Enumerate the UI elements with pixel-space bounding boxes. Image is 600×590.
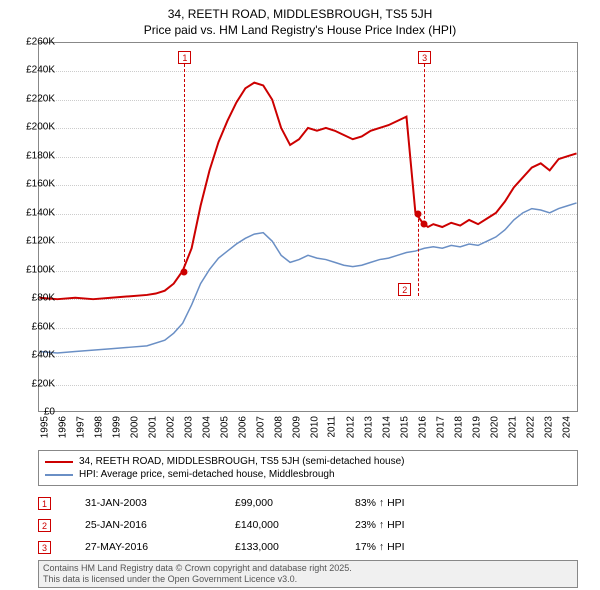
y-tick-label: £60K (32, 321, 55, 332)
title-line2: Price paid vs. HM Land Registry's House … (0, 22, 600, 38)
y-tick-label: £120K (26, 236, 55, 247)
legend-label: 34, REETH ROAD, MIDDLESBROUGH, TS5 5JH (… (79, 456, 404, 467)
sales-table: 1 31-JAN-2003£99,00083% ↑ HPI 2 25-JAN-2016… (38, 492, 578, 558)
y-tick-label: £260K (26, 37, 55, 48)
x-tick-label: 1998 (93, 416, 104, 438)
x-tick-label: 2023 (543, 416, 554, 438)
sale-date: 27-MAY-2016 (85, 541, 235, 553)
y-tick-label: £160K (26, 179, 55, 190)
y-tick-label: £200K (26, 122, 55, 133)
x-tick-label: 1997 (75, 416, 86, 438)
y-tick-label: £180K (26, 150, 55, 161)
x-tick-label: 2011 (327, 416, 338, 438)
x-tick-label: 2016 (417, 416, 428, 438)
y-tick-label: £240K (26, 65, 55, 76)
x-tick-label: 2009 (291, 416, 302, 438)
y-tick-label: £80K (32, 293, 55, 304)
series-hpi (39, 203, 576, 353)
x-tick-label: 2022 (525, 416, 536, 438)
x-tick-label: 2024 (561, 416, 572, 438)
x-tick-label: 2015 (399, 416, 410, 438)
x-tick-label: 2003 (183, 416, 194, 438)
x-tick-label: 2018 (453, 416, 464, 438)
footer-line2: This data is licensed under the Open Gov… (43, 574, 573, 585)
x-tick-label: 2014 (381, 416, 392, 438)
x-tick-label: 2007 (255, 416, 266, 438)
chart-svg (39, 43, 577, 411)
y-tick-label: £140K (26, 207, 55, 218)
y-tick-label: £220K (26, 93, 55, 104)
sale-pct: 23% ↑ HPI (355, 519, 475, 531)
x-tick-label: 2008 (273, 416, 284, 438)
legend-label: HPI: Average price, semi-detached house,… (79, 469, 335, 480)
license-footer: Contains HM Land Registry data © Crown c… (38, 560, 578, 588)
sale-date: 25-JAN-2016 (85, 519, 235, 531)
series-property (39, 83, 576, 300)
sale-price: £133,000 (235, 541, 355, 553)
callout-badge: 3 (418, 51, 431, 64)
sale-date: 31-JAN-2003 (85, 497, 235, 509)
sale-badge: 1 (38, 497, 51, 510)
sale-badge: 3 (38, 541, 51, 554)
x-tick-label: 1999 (111, 416, 122, 438)
sale-price: £140,000 (235, 519, 355, 531)
x-tick-label: 2006 (237, 416, 248, 438)
sale-row: 1 31-JAN-2003£99,00083% ↑ HPI (38, 492, 578, 514)
footer-line1: Contains HM Land Registry data © Crown c… (43, 563, 573, 574)
y-tick-label: £20K (32, 378, 55, 389)
x-tick-label: 2001 (147, 416, 158, 438)
sale-row: 2 25-JAN-2016£140,00023% ↑ HPI (38, 514, 578, 536)
title-line1: 34, REETH ROAD, MIDDLESBROUGH, TS5 5JH (0, 6, 600, 22)
legend: 34, REETH ROAD, MIDDLESBROUGH, TS5 5JH (… (38, 450, 578, 486)
y-tick-label: £40K (32, 350, 55, 361)
x-tick-label: 2004 (201, 416, 212, 438)
callout-line (418, 214, 419, 297)
x-tick-label: 2021 (507, 416, 518, 438)
x-tick-label: 1995 (39, 416, 50, 438)
sale-pct: 83% ↑ HPI (355, 497, 475, 509)
x-tick-label: 2019 (471, 416, 482, 438)
sale-badge: 2 (38, 519, 51, 532)
callout-line (184, 64, 185, 272)
sale-pct: 17% ↑ HPI (355, 541, 475, 553)
legend-swatch (45, 474, 73, 476)
legend-swatch (45, 461, 73, 463)
y-tick-label: £100K (26, 264, 55, 275)
x-tick-label: 2020 (489, 416, 500, 438)
x-tick-label: 2005 (219, 416, 230, 438)
callout-badge: 2 (398, 283, 411, 296)
sale-marker (415, 210, 422, 217)
x-tick-label: 2017 (435, 416, 446, 438)
x-tick-label: 1996 (57, 416, 68, 438)
x-tick-label: 2000 (129, 416, 140, 438)
x-tick-label: 2013 (363, 416, 374, 438)
sale-marker (181, 269, 188, 276)
callout-line (424, 64, 425, 223)
x-tick-label: 2002 (165, 416, 176, 438)
x-tick-label: 2012 (345, 416, 356, 438)
sale-row: 3 27-MAY-2016£133,00017% ↑ HPI (38, 536, 578, 558)
chart-title: 34, REETH ROAD, MIDDLESBROUGH, TS5 5JH P… (0, 0, 600, 38)
callout-badge: 1 (178, 51, 191, 64)
legend-item: 34, REETH ROAD, MIDDLESBROUGH, TS5 5JH (… (45, 455, 571, 468)
sale-price: £99,000 (235, 497, 355, 509)
x-tick-label: 2010 (309, 416, 320, 438)
chart-plot-area: 1 2 3 (38, 42, 578, 412)
sale-marker (421, 220, 428, 227)
legend-item: HPI: Average price, semi-detached house,… (45, 468, 571, 481)
